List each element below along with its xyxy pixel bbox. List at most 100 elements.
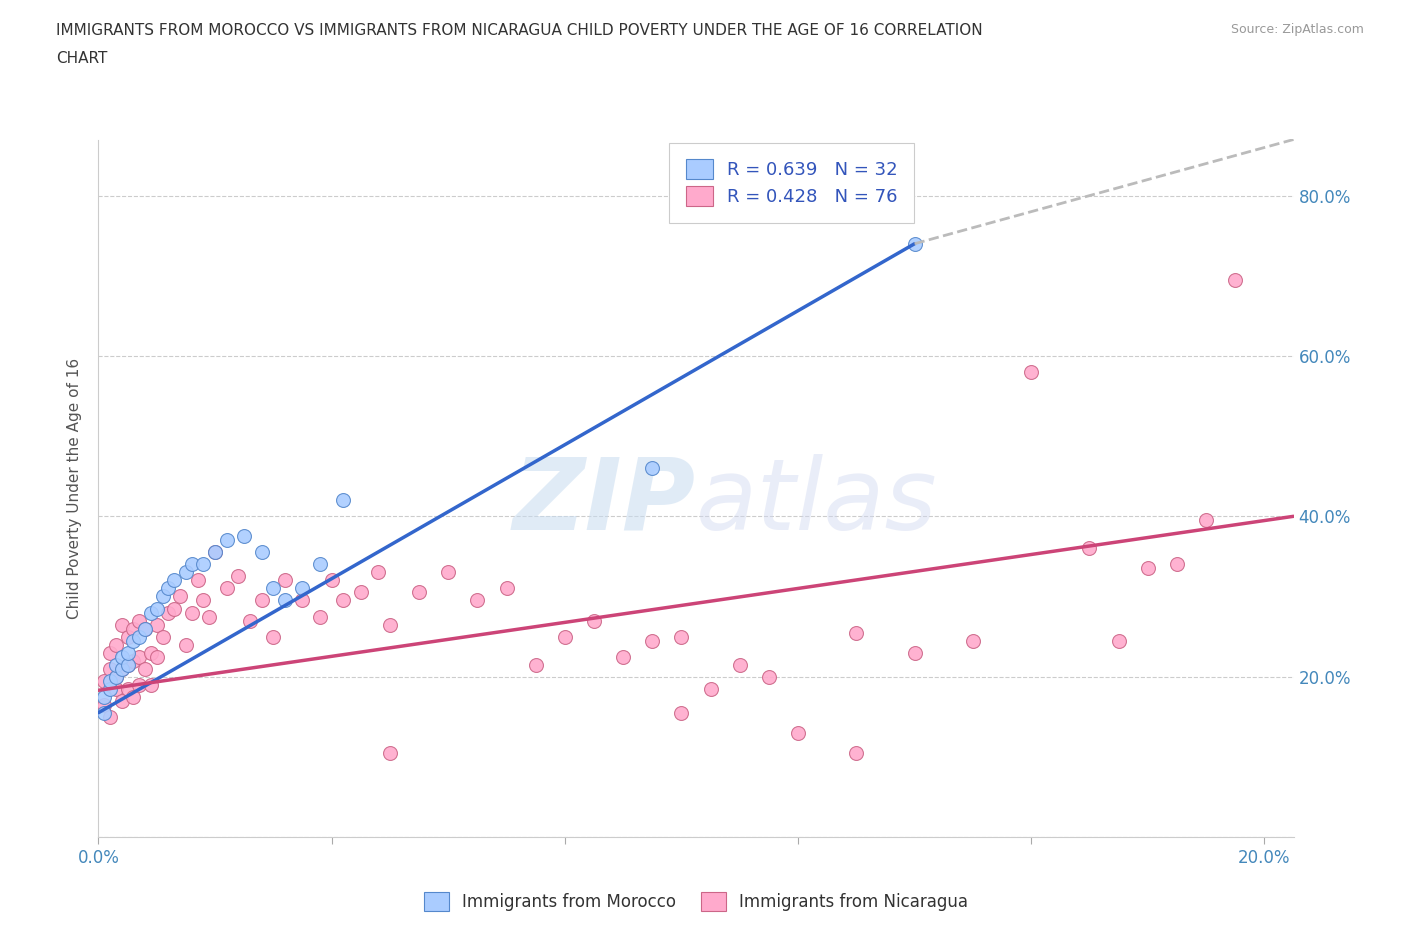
Point: [250, 593, 273, 608]
Point: [198, 609, 221, 624]
Point: [612, 649, 634, 664]
Point: [93, 705, 115, 720]
Point: [104, 637, 127, 652]
Point: [378, 618, 401, 632]
Point: [728, 658, 751, 672]
Point: [309, 609, 332, 624]
Point: [104, 658, 127, 672]
Point: [145, 618, 167, 632]
Point: [641, 460, 664, 475]
Point: [111, 661, 134, 676]
Point: [128, 677, 150, 692]
Point: [134, 661, 156, 676]
Point: [128, 629, 150, 644]
Text: Source: ZipAtlas.com: Source: ZipAtlas.com: [1230, 23, 1364, 36]
Point: [128, 649, 150, 664]
Point: [467, 593, 489, 608]
Point: [554, 629, 576, 644]
Point: [163, 601, 186, 616]
Point: [215, 533, 238, 548]
Point: [291, 581, 314, 596]
Point: [152, 629, 174, 644]
Point: [274, 593, 297, 608]
Point: [193, 557, 215, 572]
Point: [1108, 633, 1130, 648]
Point: [250, 545, 273, 560]
Point: [699, 682, 721, 697]
Point: [139, 677, 162, 692]
Point: [98, 682, 121, 697]
Point: [228, 569, 250, 584]
Point: [111, 618, 134, 632]
Point: [134, 621, 156, 636]
Point: [117, 682, 139, 697]
Point: [845, 625, 868, 640]
Point: [524, 658, 547, 672]
Point: [128, 613, 150, 628]
Point: [332, 593, 354, 608]
Point: [163, 573, 186, 588]
Point: [215, 581, 238, 596]
Point: [321, 573, 343, 588]
Point: [845, 745, 868, 760]
Point: [134, 621, 156, 636]
Point: [671, 705, 693, 720]
Point: [332, 493, 354, 508]
Point: [98, 645, 121, 660]
Point: [104, 682, 127, 697]
Point: [204, 545, 226, 560]
Point: [117, 658, 139, 672]
Legend: Immigrants from Morocco, Immigrants from Nicaragua: Immigrants from Morocco, Immigrants from…: [415, 884, 977, 920]
Point: [787, 725, 810, 740]
Point: [122, 633, 145, 648]
Point: [1225, 272, 1247, 287]
Point: [111, 693, 134, 708]
Text: atlas: atlas: [696, 454, 938, 551]
Point: [378, 745, 401, 760]
Point: [903, 645, 925, 660]
Point: [193, 593, 215, 608]
Point: [204, 545, 226, 560]
Point: [98, 661, 121, 676]
Point: [117, 645, 139, 660]
Point: [157, 605, 180, 620]
Point: [180, 557, 202, 572]
Point: [641, 633, 664, 648]
Point: [180, 605, 202, 620]
Point: [169, 589, 191, 604]
Text: CHART: CHART: [56, 51, 108, 66]
Point: [111, 661, 134, 676]
Point: [122, 621, 145, 636]
Point: [274, 573, 297, 588]
Point: [98, 673, 121, 688]
Point: [122, 653, 145, 668]
Point: [117, 658, 139, 672]
Point: [1019, 365, 1042, 379]
Point: [157, 581, 180, 596]
Point: [350, 585, 373, 600]
Point: [117, 629, 139, 644]
Point: [139, 605, 162, 620]
Point: [1078, 541, 1101, 556]
Point: [186, 573, 208, 588]
Point: [145, 601, 167, 616]
Point: [291, 593, 314, 608]
Point: [93, 689, 115, 704]
Point: [233, 529, 256, 544]
Point: [239, 613, 262, 628]
Point: [262, 629, 284, 644]
Point: [152, 589, 174, 604]
Point: [408, 585, 430, 600]
Point: [139, 645, 162, 660]
Point: [367, 565, 389, 580]
Point: [104, 670, 127, 684]
Point: [145, 649, 167, 664]
Y-axis label: Child Poverty Under the Age of 16: Child Poverty Under the Age of 16: [67, 358, 83, 618]
Point: [93, 698, 115, 712]
Point: [262, 581, 284, 596]
Point: [495, 581, 517, 596]
Point: [437, 565, 460, 580]
Point: [98, 710, 121, 724]
Text: IMMIGRANTS FROM MOROCCO VS IMMIGRANTS FROM NICARAGUA CHILD POVERTY UNDER THE AGE: IMMIGRANTS FROM MOROCCO VS IMMIGRANTS FR…: [56, 23, 983, 38]
Point: [309, 557, 332, 572]
